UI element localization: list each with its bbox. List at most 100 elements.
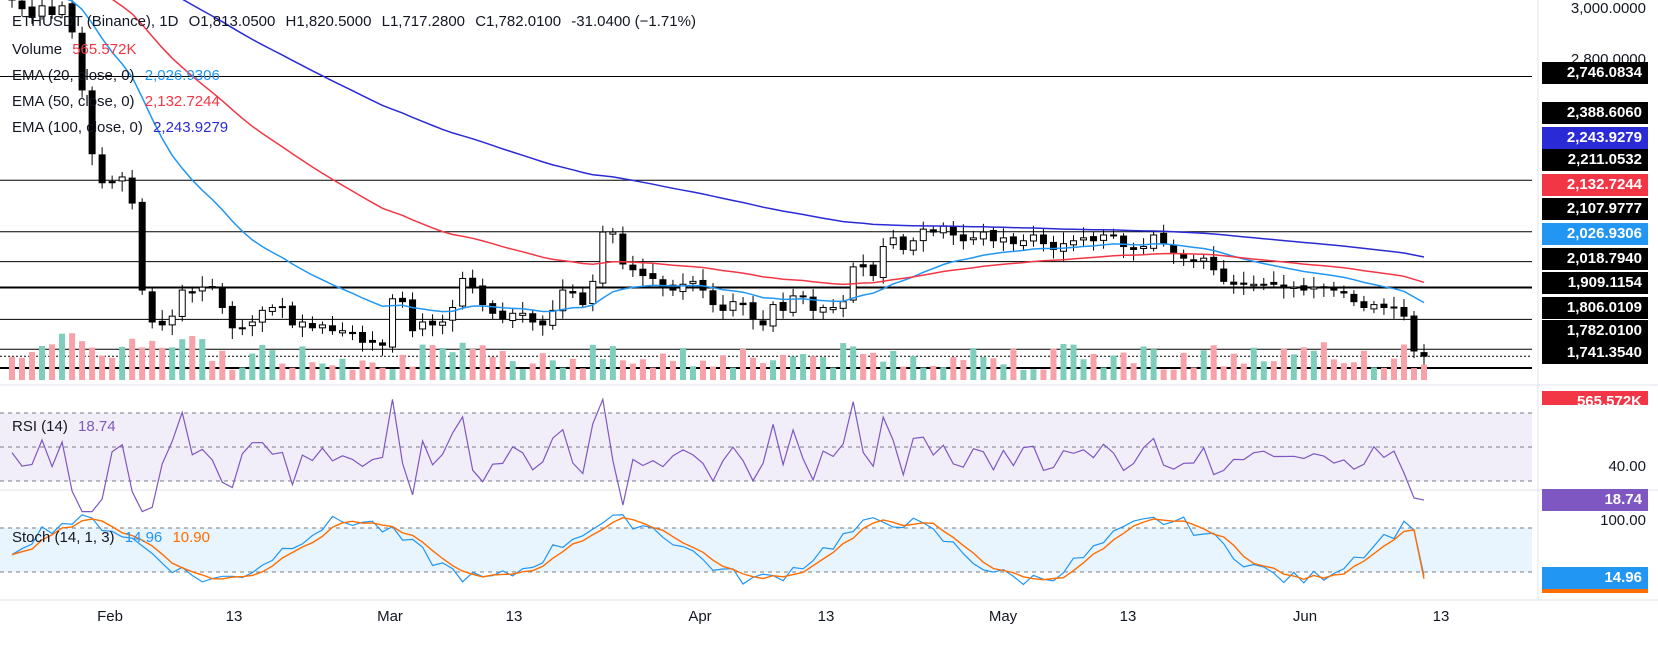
candle-body: [118, 176, 126, 182]
candle-body: [338, 330, 346, 334]
volume-bar: [169, 347, 176, 380]
volume-bar: [199, 339, 206, 380]
candle-body: [549, 309, 557, 326]
volume-bar: [1330, 359, 1337, 380]
candle-body: [1290, 286, 1298, 289]
volume-bar: [1340, 363, 1347, 380]
candle-body: [949, 226, 957, 236]
volume-bar: [629, 363, 636, 380]
candle-body: [1039, 234, 1047, 245]
volume-bar: [479, 345, 486, 380]
stoch-legend: Stoch (14, 1, 3) 14.96 10.90: [12, 528, 216, 547]
time-axis-label: 13: [1119, 608, 1137, 625]
volume-bar: [429, 345, 436, 380]
rsi-band: [0, 413, 1532, 481]
stoch-d-line: [11, 516, 1425, 581]
volume-bar: [19, 357, 26, 380]
volume-bar: [89, 347, 96, 380]
volume-bar: [870, 352, 877, 380]
candle-body: [208, 286, 216, 289]
volume-bar: [1060, 343, 1067, 380]
stoch-k-value: 14.96: [124, 529, 163, 546]
candle-body: [399, 297, 407, 303]
volume-bar: [1320, 342, 1327, 380]
volume-bar: [1400, 344, 1407, 380]
candle-body: [1230, 281, 1238, 285]
time-axis-label: 13: [505, 608, 523, 625]
candle-body: [1370, 304, 1378, 310]
volume-bar: [669, 361, 676, 380]
ema100-line: [182, 0, 1425, 258]
volume-bar: [1230, 353, 1237, 380]
volume-bar: [179, 339, 186, 380]
stoch-d-value: 10.90: [172, 529, 210, 546]
symbol-header: ETHUSDT (Binance), 1D O1,813.0500 H1,820…: [12, 12, 702, 31]
volume-bar: [499, 351, 506, 380]
volume-bar: [279, 363, 286, 380]
candle-body: [1190, 259, 1198, 262]
candle-body: [1110, 234, 1118, 237]
price-level-badge: 1,782.0100: [1542, 320, 1648, 342]
price-level-badge: 2,388.6060: [1542, 102, 1648, 124]
volume-bar: [900, 366, 907, 380]
volume-bar: [1270, 361, 1277, 380]
candle-body: [1210, 256, 1218, 271]
volume-bar: [209, 360, 216, 380]
candle-body: [1330, 288, 1338, 291]
volume-bar: [339, 358, 346, 380]
candle-body: [729, 301, 737, 311]
volume-bar: [549, 360, 556, 380]
open-value: O1,813.0500: [188, 13, 276, 30]
candle-body: [238, 327, 246, 330]
candle-body: [1130, 247, 1138, 250]
price-level-badge: 1,741.3540: [1542, 342, 1648, 364]
candle-body: [809, 296, 817, 311]
candle-body: [659, 279, 667, 288]
rsi-badge: 18.74: [1542, 489, 1648, 511]
change-value: -31.0400 (−1.71%): [571, 13, 696, 30]
candle-body: [619, 233, 627, 265]
candle-body: [358, 331, 367, 343]
ema100-value: 2,243.9279: [153, 119, 229, 136]
volume-bar: [1310, 350, 1317, 380]
candle-body: [609, 231, 617, 235]
high-value: H1,820.5000: [285, 13, 372, 30]
candle-body: [469, 277, 477, 288]
volume-bar: [770, 360, 777, 380]
price-level-badge: 2,243.9279: [1542, 127, 1648, 149]
candle-body: [969, 237, 977, 241]
volume-label: Volume: [12, 41, 63, 58]
price-level-badge: 2,211.0532: [1542, 149, 1648, 171]
volume-bar: [559, 367, 566, 380]
volume-bar: [1190, 367, 1197, 380]
time-axis-label: 13: [225, 608, 243, 625]
candle-body: [979, 231, 987, 240]
candle-body: [419, 321, 427, 330]
candle-body: [48, 6, 56, 16]
candle-body: [499, 310, 507, 320]
candle-body: [1390, 306, 1398, 309]
volume-bar: [129, 338, 136, 380]
volume-bar: [910, 356, 917, 380]
volume-bar: [399, 354, 406, 380]
volume-bar: [619, 360, 626, 380]
volume-bar: [189, 335, 196, 380]
candle-body: [1029, 234, 1037, 242]
volume-bar: [389, 369, 396, 380]
candle-body: [28, 6, 36, 18]
volume-bar: [1000, 364, 1007, 380]
candle-body: [679, 283, 687, 293]
volume-bar: [599, 359, 606, 380]
candle-body: [669, 284, 677, 291]
volume-bar: [639, 359, 646, 380]
candle-body: [248, 321, 256, 327]
volume-bar: [529, 363, 536, 380]
candle-body: [519, 312, 527, 316]
ema50-legend: EMA (50, close, 0) 2,132.7244: [12, 92, 226, 111]
volume-bar: [369, 362, 376, 380]
close-value: C1,782.0100: [475, 13, 562, 30]
volume-bar: [589, 344, 596, 380]
stoch-label: Stoch (14, 1, 3): [12, 529, 115, 546]
volume-bar: [1280, 348, 1287, 380]
